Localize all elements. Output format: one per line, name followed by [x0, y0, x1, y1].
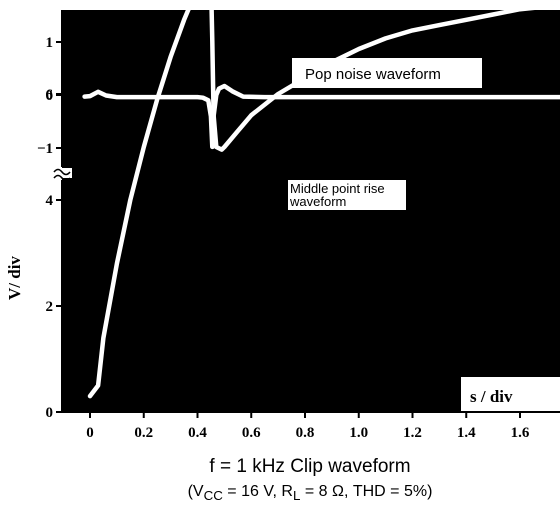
pop-label: Pop noise waveform: [305, 66, 441, 83]
axis-break: [52, 168, 72, 182]
x-tick-label-5: 1.0: [349, 425, 368, 441]
pop-label-box: [292, 58, 482, 88]
x-tick-label-6: 1.2: [403, 425, 422, 441]
caption-sub-open: (V: [187, 483, 204, 500]
y-tick-label-bottom-0: 0: [46, 405, 54, 421]
middle-label-line1: Middle point rise: [290, 181, 385, 196]
x-tick-label-4: 0.8: [296, 425, 315, 441]
x-unit-box: [461, 377, 560, 411]
y-tick-label-bottom-4: 4: [46, 193, 54, 209]
y-tick-label-bottom-2: 2: [46, 299, 54, 315]
caption-sub: (VCC = 16 V, RL = 8 Ω, THD = 5%): [60, 483, 560, 503]
x-tick-label-2: 0.4: [188, 425, 207, 441]
caption-sub-vcc-value: = 16 V, R: [222, 483, 293, 500]
y-tick-label-top-1: 1: [46, 35, 54, 51]
waveforms: [82, 0, 560, 399]
caption-sub-rest: = 8 Ω, THD = 5%): [300, 483, 433, 500]
caption-main: f = 1 kHz Clip waveform: [209, 456, 411, 477]
y-tick-label-top-0: 0: [46, 88, 54, 104]
series-middle-point-rise: [87, 0, 560, 399]
middle-label-box: [288, 180, 406, 210]
x-tick-label-0: 0: [86, 425, 94, 441]
x-tick-label-1: 0.2: [134, 425, 153, 441]
y-tick-label-bottom-6: 6: [46, 87, 54, 103]
x-tick-label-8: 1.6: [511, 425, 530, 441]
middle-label-line2: waveform: [289, 194, 346, 209]
caption-sub-vcc-subscript: CC: [203, 488, 223, 504]
x-tick-label-3: 0.6: [242, 425, 261, 441]
y-axis-title: V/ div: [5, 256, 24, 300]
axes: −1010246800.20.40.60.81.01.21.41.6: [37, 10, 560, 441]
y-tick-label-top--1: −1: [37, 141, 53, 157]
x-unit-label: s / div: [470, 387, 513, 406]
caption-sub-rl-subscript: L: [292, 488, 301, 504]
x-tick-label-7: 1.4: [457, 425, 476, 441]
